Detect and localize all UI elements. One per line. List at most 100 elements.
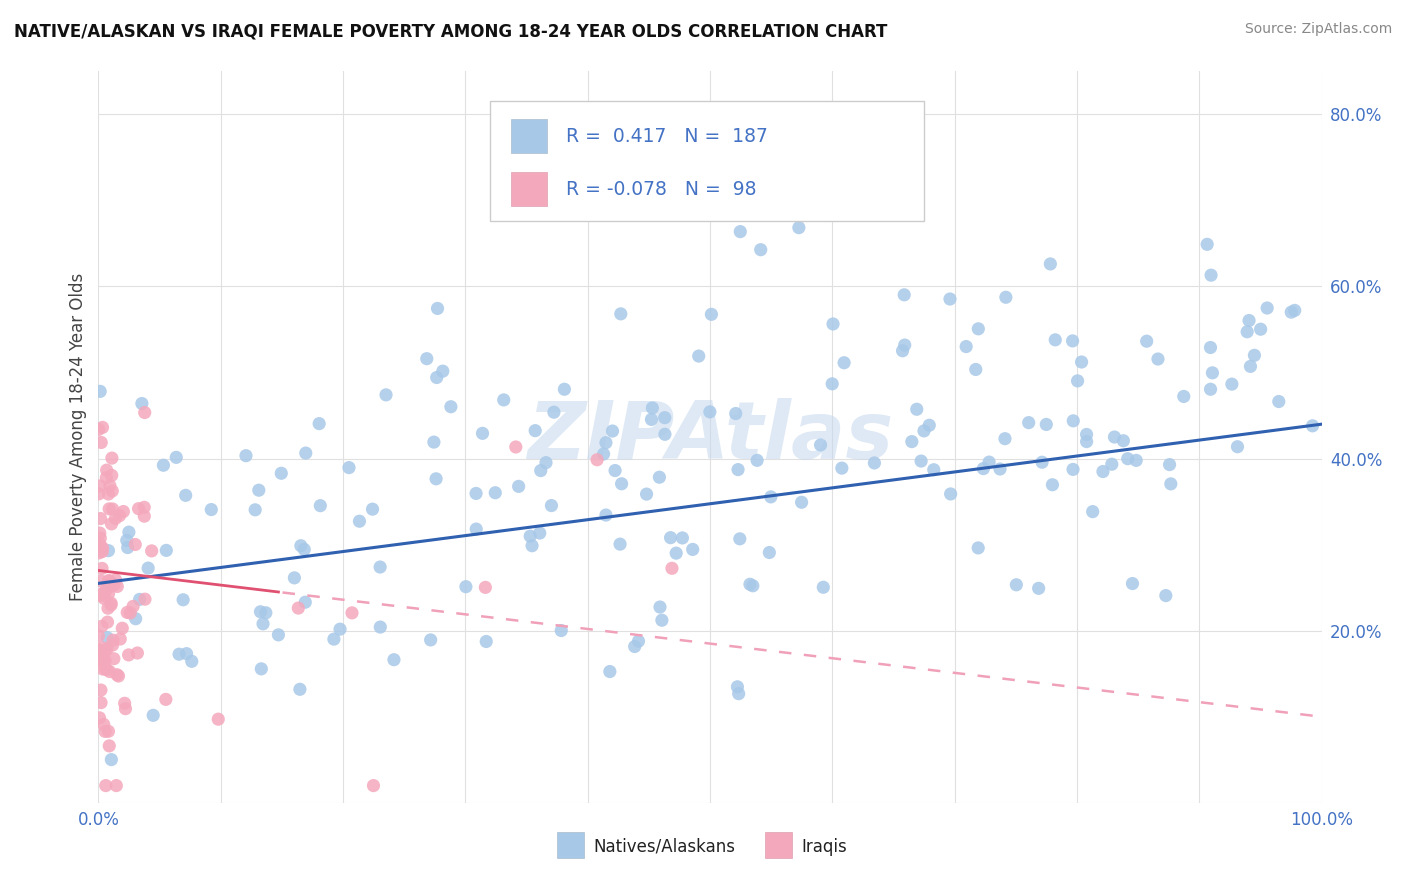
Point	[1112, 434, 1135, 448]
Point	[96, 471, 118, 485]
Point	[105, 667, 128, 681]
Point	[592, 447, 614, 461]
Point	[94, 724, 117, 739]
Point	[1104, 430, 1126, 444]
Point	[416, 351, 439, 366]
Point	[89, 648, 111, 662]
Point	[98, 665, 121, 679]
Point	[91, 561, 114, 575]
FancyBboxPatch shape	[510, 172, 547, 206]
Point	[89, 384, 111, 399]
Point	[699, 405, 721, 419]
Point	[115, 533, 138, 548]
Point	[821, 317, 844, 331]
Point	[111, 621, 134, 635]
Point	[965, 362, 987, 376]
Point	[967, 322, 990, 336]
Point	[134, 592, 156, 607]
Point	[595, 435, 617, 450]
Point	[1237, 313, 1260, 327]
Point	[1159, 458, 1181, 472]
Point	[174, 488, 197, 502]
Point	[665, 546, 688, 560]
Point	[918, 418, 941, 433]
Point	[87, 487, 110, 501]
Point	[101, 633, 124, 648]
Point	[724, 407, 747, 421]
Point	[100, 598, 122, 612]
Point	[524, 424, 547, 438]
Point	[90, 435, 112, 450]
Point	[89, 479, 111, 493]
Point	[94, 644, 117, 658]
Point	[741, 579, 763, 593]
Point	[94, 662, 117, 676]
Point	[738, 577, 761, 591]
Point	[905, 402, 928, 417]
Point	[108, 508, 131, 523]
Point	[93, 585, 115, 599]
Point	[172, 592, 194, 607]
Point	[114, 701, 136, 715]
Point	[89, 711, 111, 725]
Point	[97, 577, 120, 591]
Point	[247, 483, 270, 498]
Point	[91, 655, 114, 669]
Point	[152, 458, 174, 473]
Point	[98, 739, 121, 753]
Point	[349, 514, 371, 528]
Point	[97, 586, 120, 600]
Point	[1268, 394, 1291, 409]
Point	[250, 662, 273, 676]
Point	[1062, 462, 1084, 476]
Point	[329, 622, 352, 636]
Point	[891, 343, 914, 358]
Point	[475, 634, 498, 648]
Point	[967, 541, 990, 555]
FancyBboxPatch shape	[489, 101, 924, 221]
Point	[728, 532, 751, 546]
Point	[550, 624, 572, 638]
Point	[432, 364, 454, 378]
Point	[586, 452, 609, 467]
Point	[1076, 427, 1098, 442]
FancyBboxPatch shape	[510, 119, 547, 153]
Point	[112, 504, 135, 518]
Text: R =  0.417   N =  187: R = 0.417 N = 187	[565, 127, 768, 145]
Point	[609, 537, 631, 551]
Point	[508, 479, 530, 493]
Point	[759, 490, 782, 504]
Point	[1081, 505, 1104, 519]
Point	[540, 499, 562, 513]
Point	[90, 696, 112, 710]
Point	[207, 712, 229, 726]
Point	[636, 487, 658, 501]
Point	[200, 502, 222, 516]
Point	[87, 546, 110, 560]
Point	[749, 243, 772, 257]
Point	[96, 642, 118, 657]
Point	[599, 665, 621, 679]
Point	[831, 461, 853, 475]
Point	[654, 427, 676, 442]
Point	[1236, 325, 1258, 339]
Point	[1031, 455, 1053, 469]
Point	[134, 509, 156, 524]
Point	[725, 680, 748, 694]
Point	[97, 601, 120, 615]
Point	[89, 531, 111, 545]
Point	[1028, 582, 1050, 596]
Point	[103, 651, 125, 665]
Point	[340, 606, 363, 620]
Point	[114, 696, 136, 710]
Point	[91, 541, 114, 555]
Point	[471, 426, 494, 441]
Point	[682, 542, 704, 557]
Point	[1201, 366, 1223, 380]
Point	[288, 682, 311, 697]
Point	[651, 613, 673, 627]
Point	[89, 588, 111, 602]
Point	[530, 464, 553, 478]
Point	[1160, 476, 1182, 491]
Point	[1250, 322, 1272, 336]
